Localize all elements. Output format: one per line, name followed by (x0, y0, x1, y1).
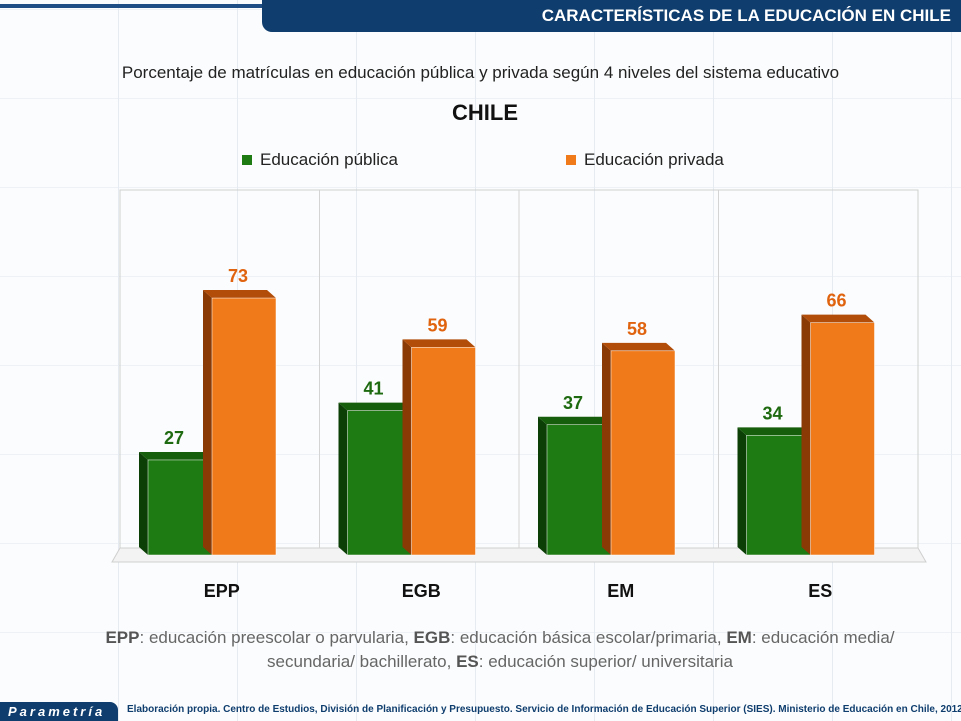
footer: Parametría Elaboración propia. Centro de… (0, 700, 961, 721)
bar-top (402, 339, 476, 348)
x-tick-label: EM (607, 581, 634, 601)
bar (211, 297, 277, 556)
abbreviation-note: EPP: educación preescolar o parvularia, … (90, 626, 910, 674)
note-text: : educación media/ secundaria/ bachiller… (267, 628, 895, 671)
bar-side (801, 314, 811, 555)
bar (746, 435, 811, 556)
data-label: 34 (762, 403, 782, 423)
section-banner: CARACTERÍSTICAS DE LA EDUCACIÓN EN CHILE (262, 0, 961, 32)
data-label: 73 (228, 266, 248, 286)
bar-side (203, 290, 212, 555)
bar-top (737, 427, 811, 436)
x-tick-label: EPP (204, 581, 240, 601)
legend-swatch-private (566, 155, 576, 165)
data-label: 41 (363, 379, 383, 399)
data-label: 58 (627, 319, 647, 339)
note-abbr: EPP (105, 628, 140, 647)
chart-title: CHILE (452, 100, 518, 125)
bar-top (338, 402, 412, 411)
bar-top (602, 342, 675, 351)
chart-subtitle: Porcentaje de matrículas en educación pú… (121, 63, 840, 82)
bar (546, 424, 612, 556)
legend-swatch-public (242, 155, 252, 165)
bar (347, 410, 412, 556)
note-abbr: EGB (413, 628, 451, 647)
bar-chart: EPP 27 73 EGB 41 59 EM 37 58 ES 34 66 (111, 189, 927, 601)
bar (810, 322, 875, 556)
x-tick-label: EGB (402, 581, 441, 601)
bar-top (538, 416, 611, 425)
bar (147, 459, 213, 556)
data-label: 37 (563, 393, 583, 413)
x-tick-label: ES (808, 581, 832, 601)
legend-label-private: Educación privada (584, 150, 724, 169)
bar-side (602, 342, 611, 555)
data-label: 59 (427, 315, 447, 335)
legend-private: Educación privada (566, 150, 724, 170)
legend-public: Educación pública (242, 150, 398, 170)
data-label: 27 (164, 428, 184, 448)
parametria-logo: Parametría (0, 702, 118, 721)
bar-top (203, 290, 276, 299)
bar-side (402, 339, 412, 555)
note-abbr: EM (726, 628, 752, 647)
bar-top (801, 314, 875, 323)
bar-side (338, 402, 348, 555)
bar-side (737, 427, 747, 555)
bar-top (139, 451, 212, 460)
note-text: : educación superior/ universitaria (478, 652, 733, 671)
bar-side (139, 451, 148, 555)
source-text: Elaboración propia. Centro de Estudios, … (127, 704, 961, 715)
note-text: : educación básica escolar/primaria, (450, 628, 727, 647)
bar (610, 350, 676, 556)
bar-side (538, 416, 547, 555)
legend-label-public: Educación pública (260, 150, 398, 169)
note-abbr: ES (456, 652, 479, 671)
data-label: 66 (826, 291, 846, 311)
bar (411, 347, 476, 556)
note-text: : educación preescolar o parvularia, (139, 628, 414, 647)
